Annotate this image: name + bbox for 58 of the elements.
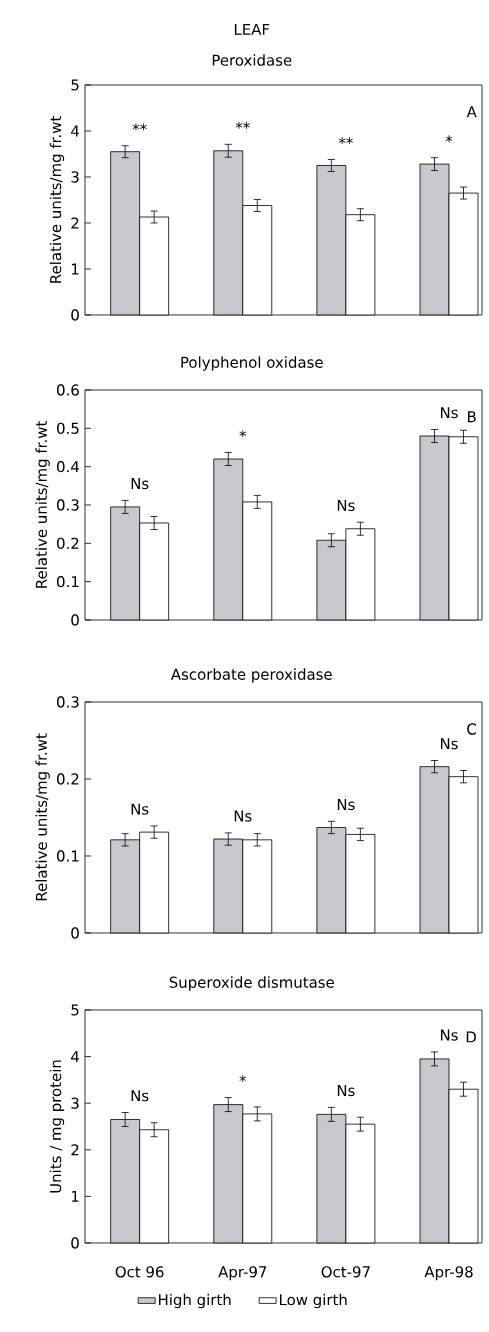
annotation: Ns: [337, 799, 355, 811]
y-axis-title: Relative units/mg fr.wt: [35, 421, 50, 588]
y-tick-label: 0.1: [57, 576, 79, 588]
annotation: Ns: [440, 407, 458, 419]
y-tick-label: 0: [71, 309, 79, 321]
chart-title: Ascorbate peroxidase: [170, 668, 332, 683]
y-tick-label: 3: [71, 1097, 79, 1109]
annotation: *: [239, 430, 247, 437]
y-tick-label: 0: [71, 614, 79, 626]
y-axis-title: Relative units/mg fr.wt: [35, 733, 50, 901]
y-tick-label: 5: [71, 1004, 79, 1016]
y-tick-label: 4: [71, 1051, 79, 1063]
annotation: **: [235, 122, 250, 129]
y-tick-label: 0: [71, 1237, 79, 1249]
annotation: Ns: [337, 1085, 355, 1097]
annotation: C: [467, 723, 477, 735]
y-tick-label: 0.3: [57, 696, 79, 708]
x-tick-label: Oct 96: [115, 1266, 164, 1278]
y-tick-label: 2: [71, 1144, 79, 1156]
y-tick-label: 0.1: [57, 850, 79, 862]
y-axis-title: Units / mg protein: [49, 1060, 65, 1193]
annotation: Ns: [337, 499, 355, 512]
annotation: **: [132, 123, 147, 131]
y-tick-label: 0.4: [57, 461, 79, 473]
y-tick-label: 0.2: [57, 773, 79, 785]
annotation: *: [445, 135, 453, 143]
annotation: A: [466, 106, 477, 118]
annotation: D: [466, 1031, 476, 1043]
legend-label: High girth: [159, 1293, 231, 1309]
y-tick-label: 0.5: [57, 422, 79, 434]
y-tick-label: 4: [71, 125, 79, 137]
y-tick-label: 3: [71, 171, 79, 183]
annotation: B: [468, 411, 476, 423]
y-tick-label: 5: [71, 79, 79, 91]
y-tick-label: 0.3: [57, 499, 79, 511]
annotation: Ns: [234, 810, 252, 822]
x-tick-label: Apr-97: [218, 1266, 267, 1281]
annotation: Ns: [131, 1090, 149, 1102]
annotation: Ns: [440, 738, 458, 750]
legend-label: Low girth: [280, 1293, 347, 1309]
annotation: *: [239, 1075, 247, 1083]
y-tick-label: 0: [71, 927, 79, 939]
y-tick-label: 0.2: [57, 537, 79, 549]
chart-title: LEAF: [234, 23, 270, 35]
annotation: Ns: [131, 803, 149, 815]
y-tick-label: 1: [71, 263, 79, 275]
annotation: **: [338, 137, 353, 145]
y-tick-label: 2: [71, 217, 79, 229]
y-tick-label: 1: [71, 1190, 79, 1202]
x-tick-label: Oct-97: [321, 1266, 370, 1278]
x-tick-label: Apr-98: [424, 1266, 473, 1281]
chart-title: Polyphenol oxidase: [181, 356, 323, 371]
chart-title: Superoxide dismutase: [169, 976, 334, 991]
chart-subtitle: Peroxidase: [212, 54, 292, 66]
annotation: Ns: [131, 478, 149, 490]
y-axis-title: Relative units/mg fr.wt: [49, 116, 65, 283]
y-tick-label: 0.6: [57, 384, 79, 396]
annotation: Ns: [440, 1029, 458, 1041]
